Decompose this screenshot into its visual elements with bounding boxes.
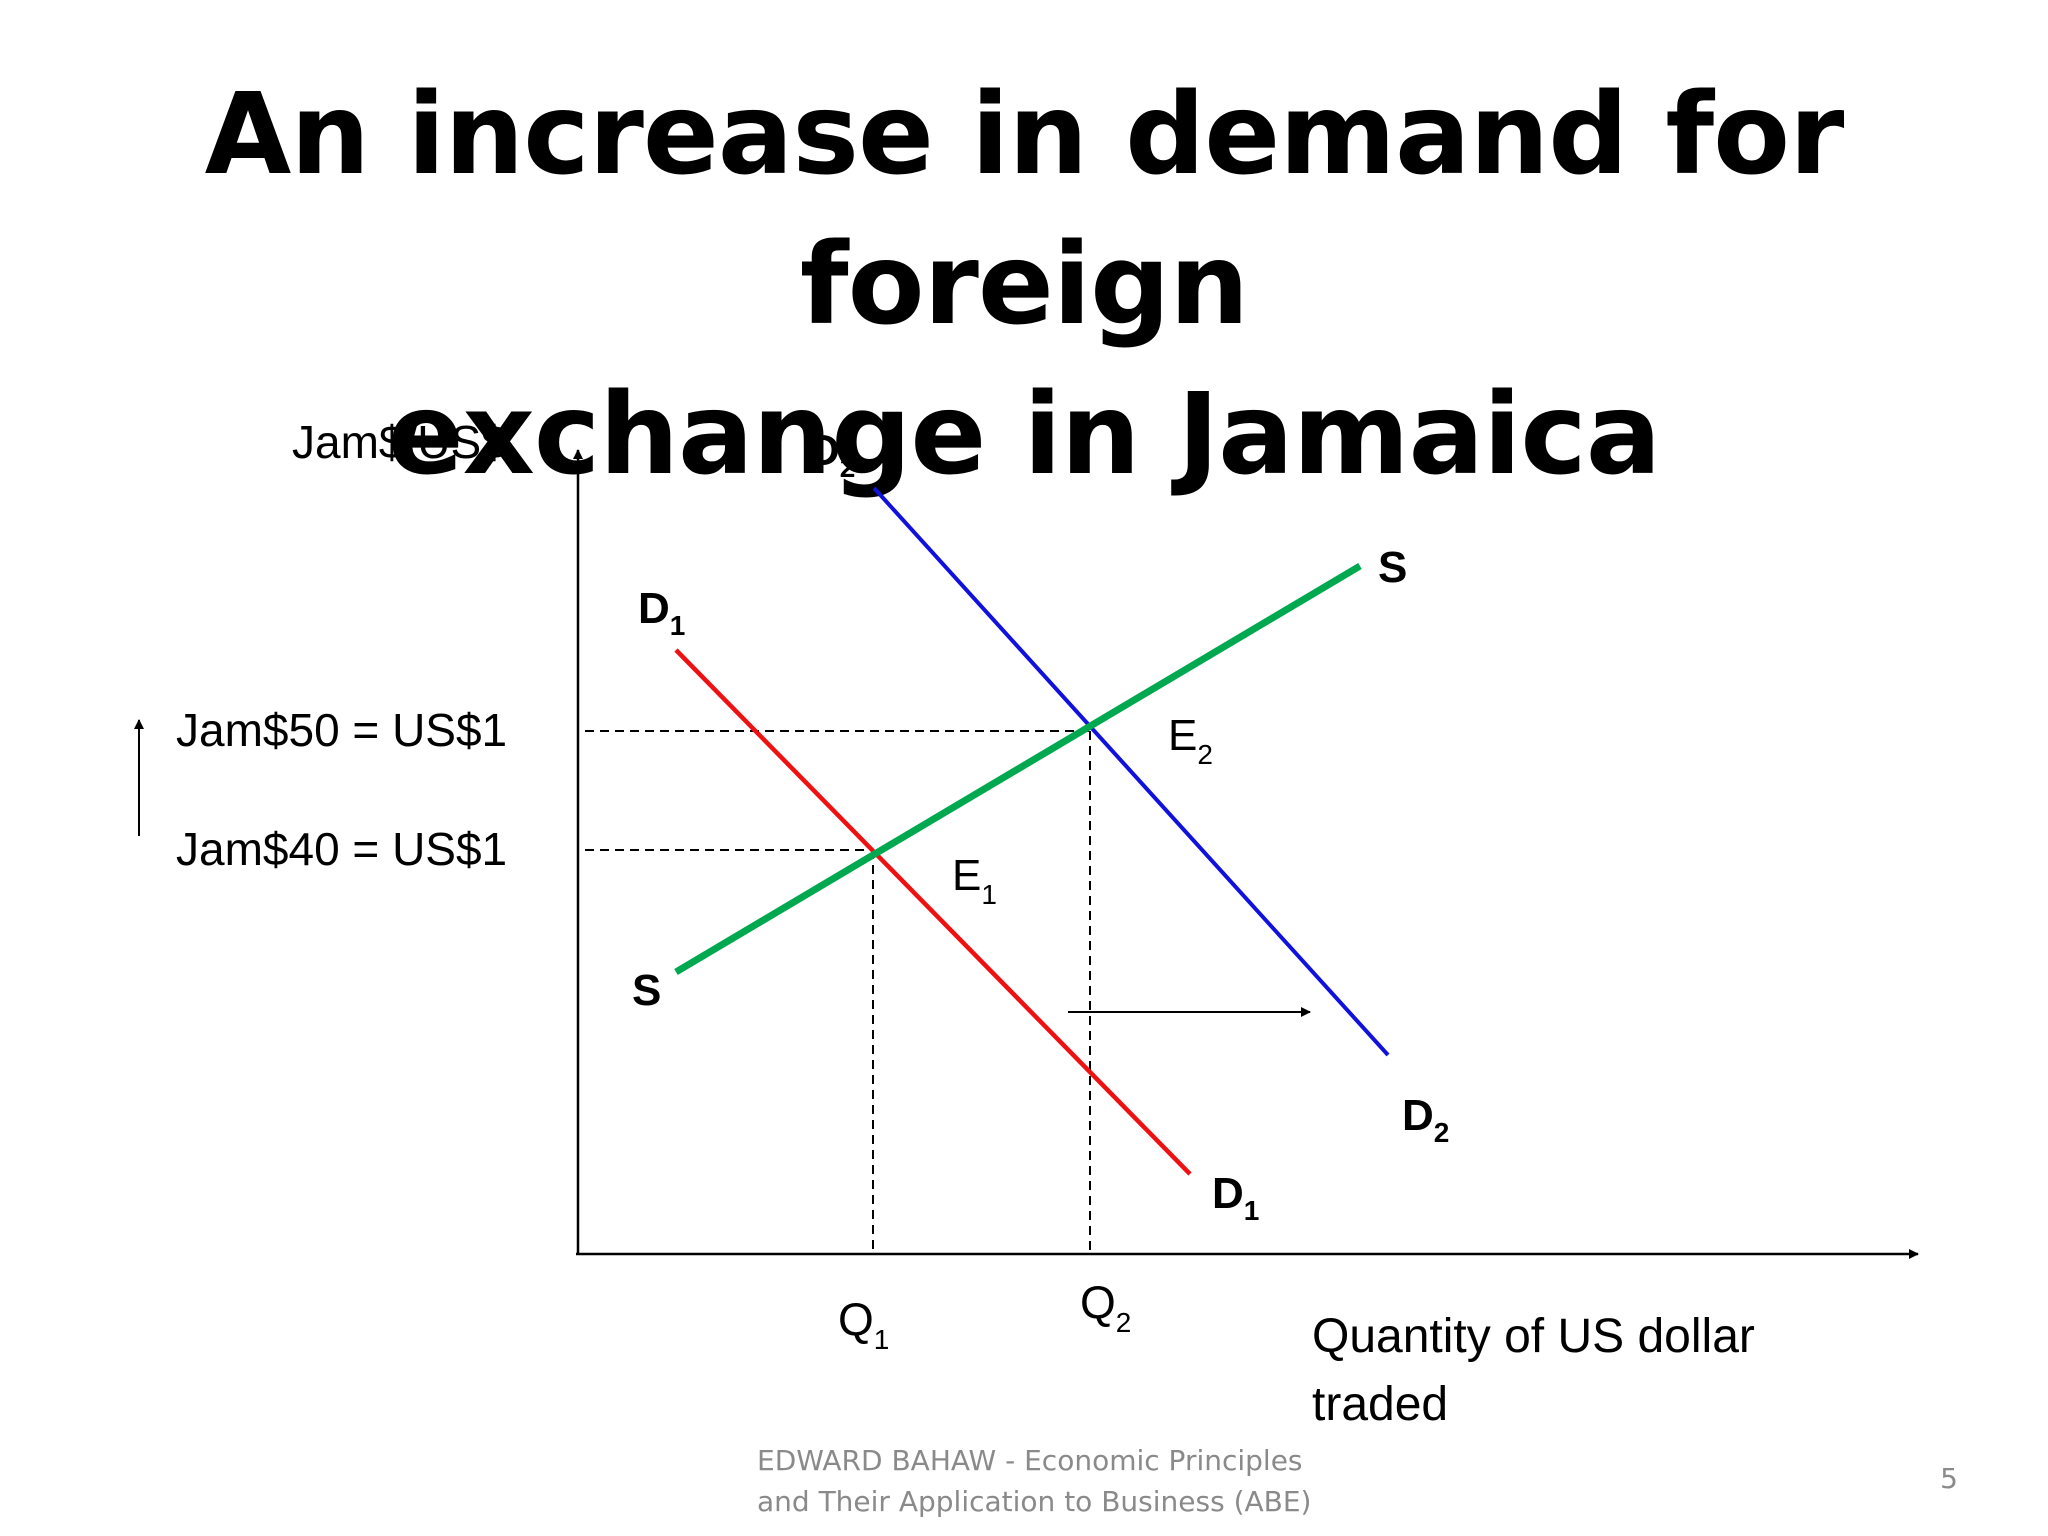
d2-label-bottom: D2 [1402,1091,1449,1148]
x-axis-label-line-1: Quantity of US dollar [1312,1310,1755,1363]
d1-label-bottom: D1 [1212,1169,1259,1226]
footer-line-1: EDWARD BAHAW - Economic Principles [757,1444,1303,1477]
demand-curve-d1 [674,648,1192,1176]
demand-curve-d2 [872,486,1390,1057]
quantity-q2-label: Q2 [1080,1276,1131,1338]
s-label-bottom: S [632,966,661,1015]
d2-label-top: D2 [808,426,855,483]
price-label-high: Jam$50 = US$1 [176,704,507,756]
title-line-1: An increase in demand for foreign [204,70,1845,350]
supply-curve [674,562,1362,976]
quantity-q1-label: Q1 [838,1293,889,1355]
y-axis-label: Jam$/US$ [292,416,507,468]
page-number: 5 [1940,1462,1958,1495]
x-axis-label-line-2: traded [1312,1378,1448,1431]
footer-line-2: and Their Application to Business (ABE) [757,1485,1312,1518]
d1-label-top: D1 [638,584,685,641]
slide-title: An increase in demand for foreign exchan… [0,60,2048,510]
slide-footer: EDWARD BAHAW - Economic Principles and T… [757,1440,1357,1522]
price-label-low: Jam$40 = US$1 [176,823,507,875]
equilibrium-e2-label: E2 [1168,711,1213,770]
s-label-top: S [1378,543,1407,592]
equilibrium-e1-label: E1 [952,851,997,910]
title-line-2: exchange in Jamaica [387,370,1662,500]
